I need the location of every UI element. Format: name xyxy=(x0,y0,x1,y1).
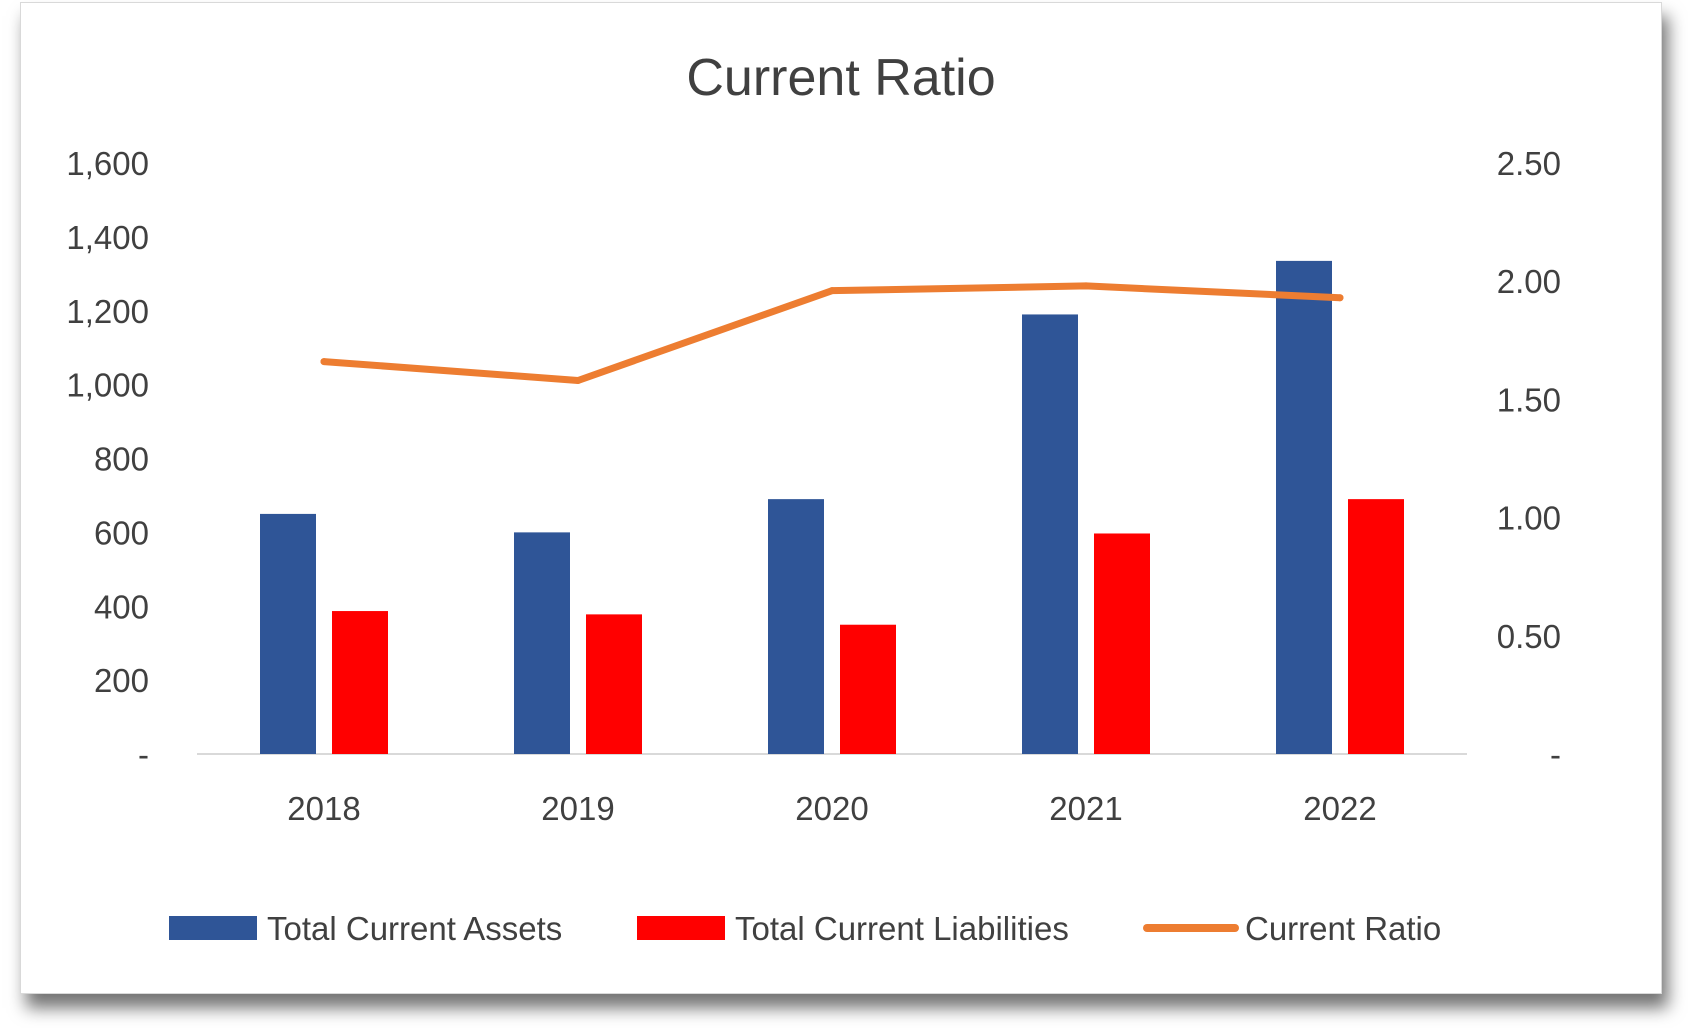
current-ratio-point xyxy=(1082,282,1090,290)
current-ratio-point xyxy=(828,287,836,295)
current-ratio-point xyxy=(1336,294,1344,302)
x-axis-tick-labels: 2018 2019 2020 2021 2022 xyxy=(287,790,1376,827)
x-axis-tick-label: 2018 xyxy=(287,790,360,827)
legend-swatch-total-current-liabilities xyxy=(637,916,725,940)
left-axis-tick-label: 1,200 xyxy=(66,293,149,330)
left-axis-tick-label: 1,600 xyxy=(66,145,149,182)
right-axis-tick-label: - xyxy=(1550,736,1561,773)
total-current-assets-bar xyxy=(1022,314,1078,754)
total-current-liabilities-bar xyxy=(1094,533,1150,754)
legend-label-total-current-liabilities: Total Current Liabilities xyxy=(735,910,1069,947)
left-axis-tick-label: 400 xyxy=(94,588,149,625)
left-axis-tick-label: 1,000 xyxy=(66,367,149,404)
left-y-axis: - 200 400 600 800 1,000 1,200 1,400 1,600 xyxy=(66,145,149,773)
chart-card: Current Ratio - 200 400 600 800 1,000 1,200 1,4… xyxy=(20,2,1662,994)
current-ratio-point xyxy=(320,358,328,366)
right-axis-tick-label: 1.50 xyxy=(1497,381,1561,418)
total-current-liabilities-bar xyxy=(1348,499,1404,754)
total-current-assets-bar xyxy=(260,513,316,754)
right-y-axis: - 0.50 1.00 1.50 2.00 2.50 xyxy=(1497,145,1561,773)
left-axis-tick-label: 800 xyxy=(94,441,149,478)
total-current-assets-bar xyxy=(1276,260,1332,754)
right-axis-tick-label: 0.50 xyxy=(1497,618,1561,655)
left-axis-tick-label: 1,400 xyxy=(66,219,149,256)
x-axis-tick-label: 2021 xyxy=(1049,790,1122,827)
current-ratio-line xyxy=(320,282,1344,384)
chart-legend: Total Current Assets Total Current Liabil… xyxy=(169,910,1441,947)
x-axis-tick-label: 2020 xyxy=(795,790,868,827)
right-axis-tick-label: 2.00 xyxy=(1497,263,1561,300)
chart-title: Current Ratio xyxy=(686,49,995,107)
current-ratio-point xyxy=(574,376,582,384)
line-series-group xyxy=(320,282,1344,384)
total-current-assets-bar xyxy=(768,499,824,754)
total-current-liabilities-bar xyxy=(840,624,896,754)
legend-label-total-current-assets: Total Current Assets xyxy=(267,910,562,947)
bar-series-group xyxy=(260,260,1404,754)
left-axis-tick-label: 200 xyxy=(94,662,149,699)
legend-label-current-ratio: Current Ratio xyxy=(1245,910,1441,947)
right-axis-tick-label: 2.50 xyxy=(1497,145,1561,182)
left-axis-tick-label: 600 xyxy=(94,514,149,551)
current-ratio-chart: Current Ratio - 200 400 600 800 1,000 1,200 1,4… xyxy=(66,49,1561,947)
x-axis-tick-label: 2019 xyxy=(541,790,614,827)
total-current-liabilities-bar xyxy=(332,611,388,754)
left-axis-tick-label: - xyxy=(138,736,149,773)
total-current-assets-bar xyxy=(514,532,570,754)
total-current-liabilities-bar xyxy=(586,614,642,754)
legend-swatch-total-current-assets xyxy=(169,916,257,940)
right-axis-tick-label: 1.00 xyxy=(1497,500,1561,537)
x-axis-tick-label: 2022 xyxy=(1303,790,1376,827)
